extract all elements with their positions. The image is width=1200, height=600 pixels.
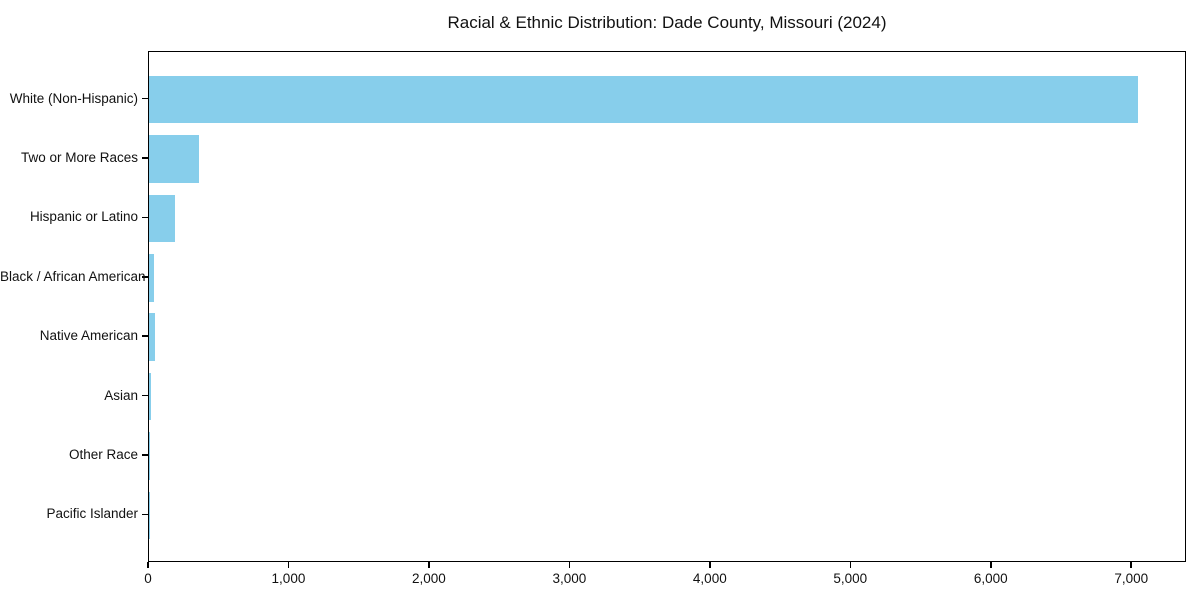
- y-tick-native-american: [142, 335, 148, 337]
- y-axis-label-white-non-hispanic: White (Non-Hispanic): [9, 90, 138, 106]
- x-tick-6000: [990, 562, 992, 568]
- x-tick-1000: [287, 562, 290, 568]
- x-axis-label-7000: 7,000: [1114, 571, 1149, 586]
- bar-white-non-hispanic: [149, 75, 1138, 124]
- x-tick-0: [147, 562, 149, 568]
- x-axis-label-1000: 1,000: [271, 571, 306, 586]
- bar-native-american: [149, 313, 156, 361]
- y-tick-pacific-islander: [142, 513, 148, 516]
- y-axis-label-two-or-more-races: Two or More Races: [20, 149, 138, 165]
- y-tick-white-non-hispanic: [142, 97, 148, 100]
- y-tick-other-race: [142, 454, 148, 456]
- y-axis-label-other-race: Other Race: [68, 447, 138, 463]
- x-axis-label-0: 0: [144, 571, 152, 586]
- y-tick-black-african-american: [142, 276, 148, 278]
- y-axis-label-native-american: Native American: [39, 328, 138, 344]
- chart-title: Racial & Ethnic Distribution: Dade Count…: [447, 13, 887, 32]
- bar-asian: [149, 372, 151, 421]
- x-axis-label-4000: 4,000: [692, 571, 727, 586]
- x-axis-label-5000: 5,000: [833, 571, 868, 586]
- bar-other-race: [149, 432, 150, 480]
- x-axis-label-2000: 2,000: [412, 571, 446, 586]
- y-tick-hispanic-or-latino: [142, 216, 148, 219]
- x-tick-3000: [568, 562, 571, 568]
- y-tick-asian: [142, 394, 148, 397]
- x-tick-2000: [428, 562, 430, 568]
- x-axis-label-6000: 6,000: [973, 571, 1008, 586]
- x-tick-5000: [849, 562, 852, 568]
- y-axis-label-hispanic-or-latino: Hispanic or Latino: [29, 209, 138, 225]
- x-axis-label-3000: 3,000: [552, 571, 587, 586]
- y-axis-label-asian: Asian: [104, 387, 138, 403]
- y-axis-label-pacific-islander: Pacific Islander: [46, 506, 138, 522]
- x-tick-4000: [709, 562, 711, 568]
- plot-area: [148, 51, 1186, 562]
- bar-hispanic-or-latino: [149, 194, 175, 243]
- x-tick-7000: [1130, 562, 1132, 568]
- bar-black-african-american: [149, 254, 154, 302]
- y-tick-two-or-more-races: [142, 157, 148, 159]
- bar-two-or-more-races: [149, 135, 199, 183]
- y-axis-label-black-african-american: Black / African American: [0, 268, 146, 284]
